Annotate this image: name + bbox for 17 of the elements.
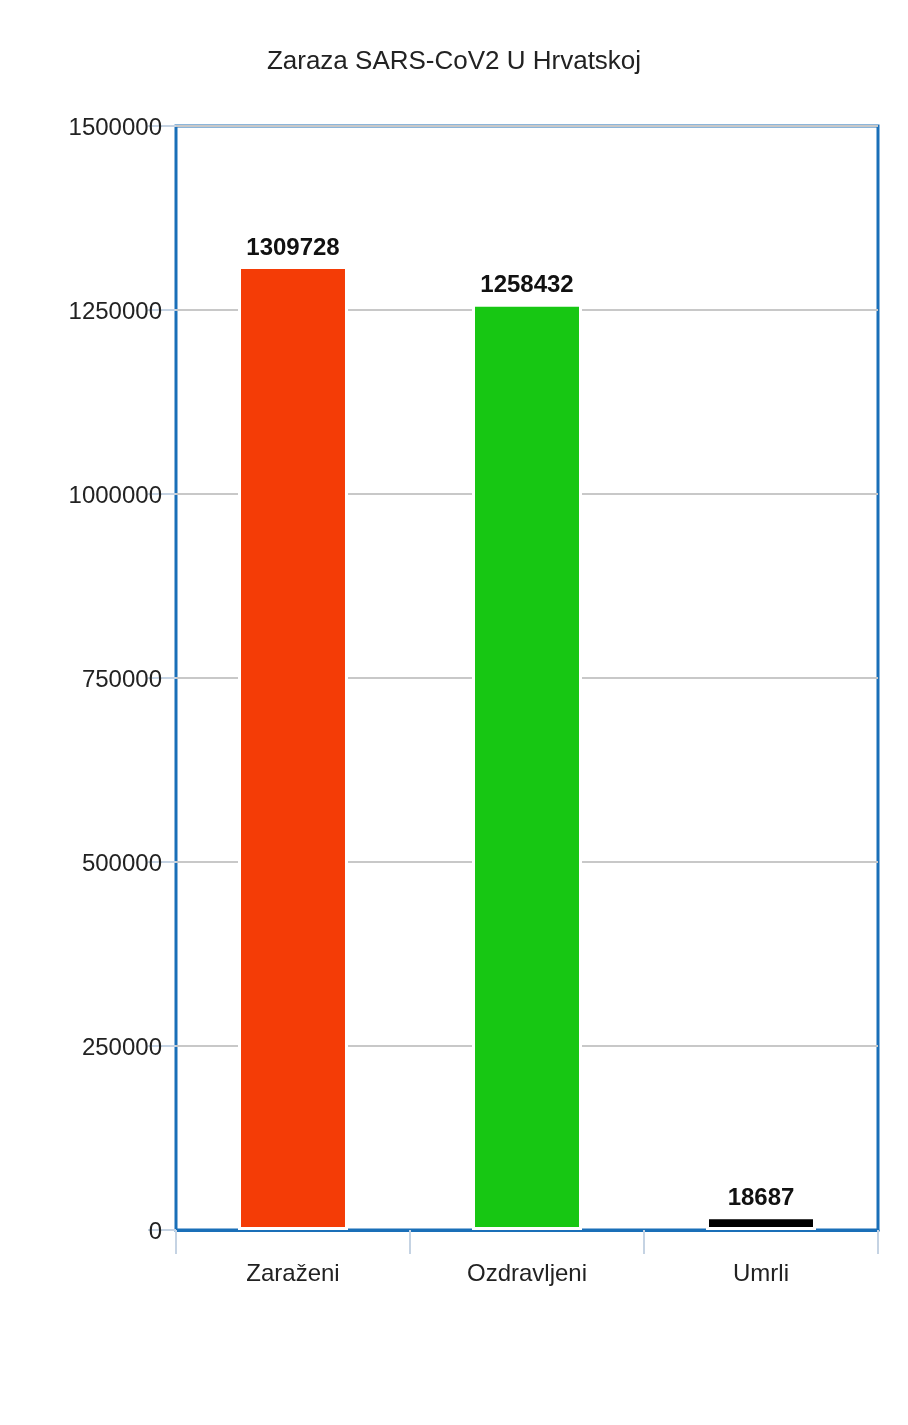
y-tick-label: 250000 — [81, 1032, 162, 1060]
x-tick-label: Umrli — [733, 1258, 789, 1286]
y-tick-label: 1250000 — [68, 296, 162, 324]
data-label: 18687 — [727, 1182, 795, 1210]
y-tick-label: 500000 — [81, 848, 162, 876]
data-label: 1258432 — [480, 270, 574, 298]
chart-title: Zaraza SARS-CoV2 U Hrvatskoj — [266, 45, 642, 75]
bar — [472, 303, 582, 1230]
x-tick-label: Ozdravljeni — [466, 1258, 588, 1286]
bar — [238, 266, 348, 1230]
y-tick-label: 1500000 — [68, 112, 162, 140]
y-tick-label: 750000 — [81, 664, 162, 692]
data-label: 1309728 — [246, 232, 340, 260]
y-tick-label: 0 — [148, 1216, 162, 1244]
x-tick-label: Zaraženi — [246, 1258, 340, 1286]
y-tick-label: 1000000 — [68, 480, 162, 508]
bar — [706, 1216, 816, 1230]
